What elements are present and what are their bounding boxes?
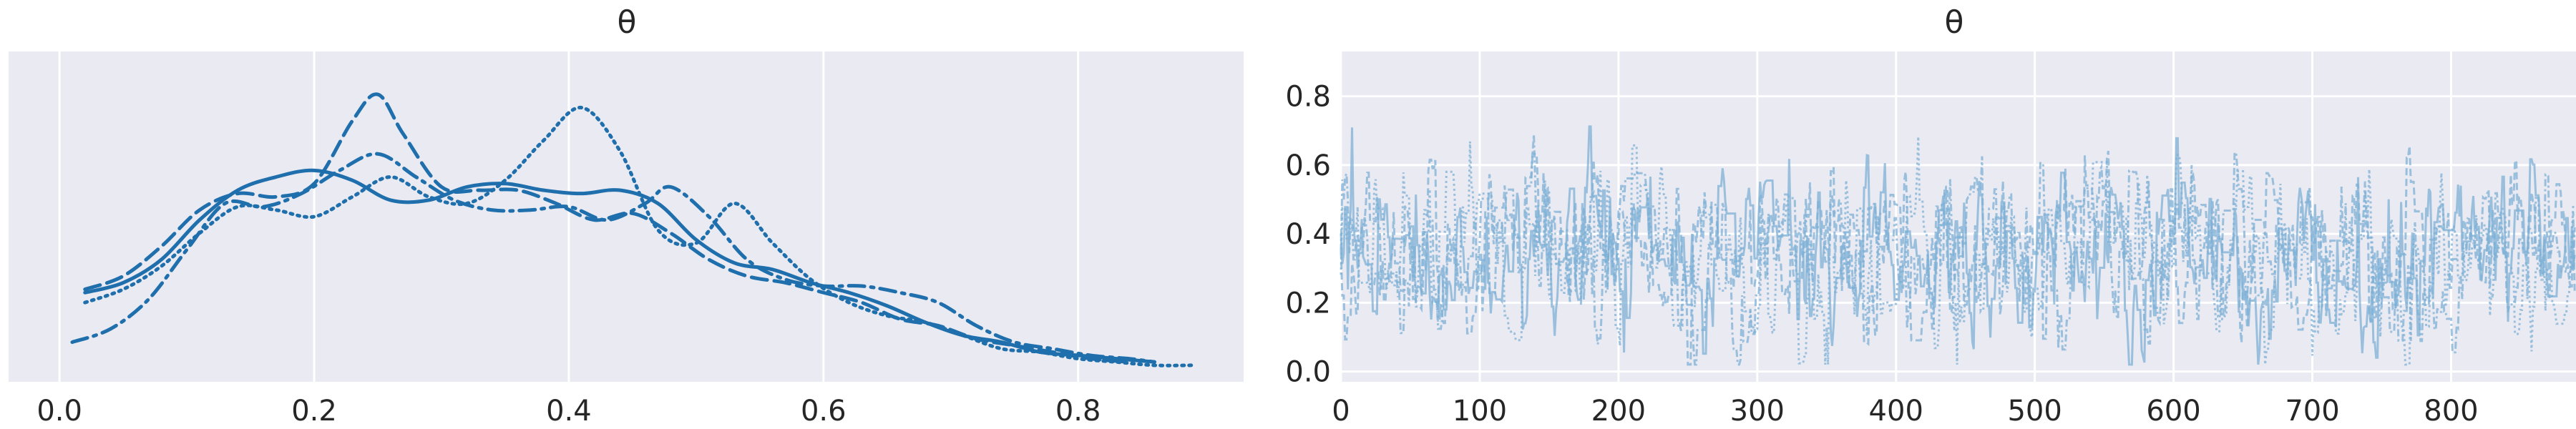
trace-title: θ <box>1945 4 1964 41</box>
density-lines <box>70 92 1195 368</box>
trace-panel: θ 0 100 200 300 400 500 600 700 800 0.0 0.2 0.4 0.6… <box>1285 4 2576 428</box>
density-title: θ <box>618 4 637 41</box>
trace-y-tick-label: 0.4 <box>1285 218 1331 251</box>
trace-x-tick-label: 500 <box>2007 395 2062 428</box>
trace-line-dashdot <box>1340 134 2576 366</box>
density-x-tick-label: 0.0 <box>36 395 82 428</box>
trace-y-tick-label: 0.0 <box>1285 356 1331 389</box>
density-x-tick-label: 0.6 <box>801 395 847 428</box>
trace-y-ticks: 0.0 0.2 0.4 0.6 0.8 <box>1285 81 1331 389</box>
trace-x-tick-label: 300 <box>1730 395 1785 428</box>
trace-x-tick-label: 200 <box>1591 395 1646 428</box>
trace-x-tick-label: 100 <box>1453 395 1507 428</box>
density-x-tick-label: 0.2 <box>291 395 337 428</box>
trace-x-tick-label: 700 <box>2285 395 2339 428</box>
density-line-dotted <box>83 106 1195 368</box>
trace-line-dashed <box>1340 146 2576 366</box>
density-line-dashed <box>83 92 1131 364</box>
trace-y-tick-label: 0.2 <box>1285 287 1331 320</box>
trace-lines <box>1340 125 2576 366</box>
trace-line-dotted <box>1340 136 2575 366</box>
trace-x-tick-label: 600 <box>2146 395 2200 428</box>
trace-x-ticks: 0 100 200 300 400 500 600 700 800 <box>1332 395 2478 428</box>
trace-x-tick-label: 400 <box>1869 395 1923 428</box>
density-plot-area <box>9 51 1244 382</box>
density-x-ticks: 0.0 0.2 0.4 0.6 0.8 <box>36 395 1101 428</box>
trace-y-tick-label: 0.6 <box>1285 149 1331 182</box>
density-panel: θ 0.0 0.2 0.4 0.6 0.8 <box>9 4 1244 428</box>
density-line-dashdot <box>70 152 1156 364</box>
trace-x-tick-label: 0 <box>1332 395 1350 428</box>
trace-x-tick-label: 800 <box>2424 395 2478 428</box>
density-grid <box>58 51 1080 382</box>
density-x-tick-label: 0.4 <box>546 395 592 428</box>
trace-y-tick-label: 0.8 <box>1285 81 1331 114</box>
density-x-tick-label: 0.8 <box>1055 395 1101 428</box>
